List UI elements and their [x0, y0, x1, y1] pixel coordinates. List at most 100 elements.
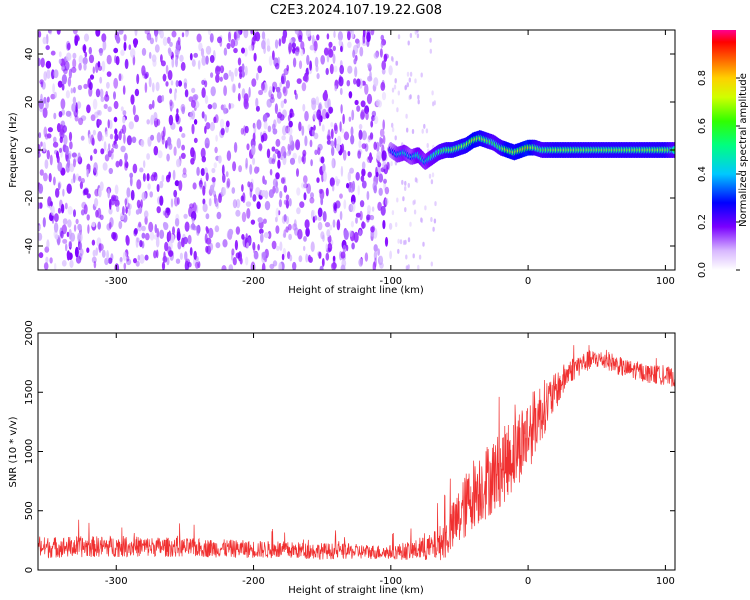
noise-speckle [373, 115, 379, 125]
noise-speckle [78, 175, 82, 182]
noise-speckle [58, 147, 63, 153]
noise-speckle [294, 30, 300, 35]
noise-speckle [361, 180, 367, 189]
noise-speckle [202, 198, 206, 205]
noise-speckle [374, 257, 377, 268]
noise-speckle [126, 236, 130, 246]
noise-speckle [313, 110, 318, 120]
noise-speckle [106, 71, 112, 77]
noise-speckle [190, 110, 196, 120]
noise-speckle [299, 201, 305, 209]
noise-speckle [318, 251, 322, 259]
noise-speckle [144, 73, 148, 80]
noise-speckle [73, 224, 77, 232]
noise-speckle [335, 143, 341, 152]
noise-speckle [201, 111, 205, 119]
noise-speckle [57, 161, 63, 172]
noise-speckle [391, 210, 395, 216]
noise-speckle [353, 78, 357, 85]
noise-speckle [181, 237, 185, 248]
noise-speckle [280, 75, 285, 85]
noise-speckle [205, 226, 209, 232]
noise-speckle [304, 73, 309, 83]
noise-speckle [433, 218, 437, 224]
noise-speckle [130, 94, 135, 105]
noise-speckle [171, 57, 175, 68]
noise-speckle [377, 201, 382, 211]
noise-speckle [69, 232, 76, 242]
noise-speckle [309, 197, 315, 204]
noise-speckle [168, 250, 174, 257]
noise-speckle [98, 187, 102, 198]
noise-speckle [343, 131, 350, 141]
noise-speckle [176, 227, 181, 238]
spectrogram-y-label: Frequency (Hz) [8, 112, 19, 188]
noise-speckle [114, 143, 119, 149]
noise-speckle [53, 222, 59, 233]
noise-speckle [38, 143, 41, 154]
noise-speckle [334, 124, 338, 135]
noise-speckle [75, 255, 82, 264]
noise-speckle [333, 65, 338, 73]
noise-speckle [309, 139, 313, 148]
noise-speckle [178, 180, 183, 192]
noise-speckle [215, 74, 220, 83]
noise-speckle [288, 120, 293, 128]
noise-speckle [150, 134, 155, 141]
noise-speckle [209, 55, 215, 63]
noise-speckle [101, 33, 107, 43]
noise-speckle [120, 49, 125, 56]
noise-speckle [113, 100, 119, 110]
noise-speckle [270, 93, 274, 100]
noise-speckle [86, 214, 90, 221]
noise-speckle [64, 202, 68, 210]
noise-speckle [211, 176, 216, 183]
noise-speckle [267, 125, 272, 133]
noise-speckle [406, 265, 409, 270]
noise-speckle [373, 52, 379, 59]
noise-speckle [269, 86, 273, 93]
noise-speckle [268, 55, 273, 66]
noise-speckle [241, 184, 244, 192]
noise-speckle [38, 30, 42, 38]
noise-speckle [261, 39, 266, 50]
noise-speckle [66, 250, 70, 261]
noise-speckle [95, 209, 99, 218]
noise-speckle [373, 250, 378, 261]
noise-speckle [283, 68, 289, 76]
noise-speckle [120, 128, 124, 134]
noise-speckle [115, 160, 120, 168]
noise-speckle [79, 181, 83, 190]
noise-speckle [113, 47, 119, 54]
noise-speckle [404, 84, 408, 90]
noise-speckle [269, 263, 275, 270]
noise-speckle [195, 261, 199, 269]
noise-speckle [45, 60, 52, 69]
noise-speckle [234, 67, 238, 77]
noise-speckle [368, 135, 374, 141]
noise-speckle [301, 156, 305, 163]
noise-speckle [94, 197, 99, 207]
noise-speckle [383, 53, 388, 63]
noise-speckle [355, 38, 360, 44]
noise-speckle [172, 226, 175, 235]
noise-speckle [275, 207, 279, 219]
noise-speckle [107, 106, 112, 113]
noise-speckle [304, 135, 308, 147]
noise-speckle [175, 258, 181, 264]
noise-speckle [391, 127, 395, 133]
y-tick-label: -20 [24, 190, 35, 206]
noise-speckle [301, 182, 307, 189]
noise-speckle [320, 231, 325, 240]
noise-speckle [274, 148, 279, 155]
noise-speckle [305, 227, 310, 237]
noise-speckle [268, 189, 274, 199]
noise-speckle [114, 199, 120, 207]
noise-speckle [210, 72, 214, 78]
noise-speckle [339, 210, 343, 221]
noise-speckle [98, 65, 103, 71]
noise-speckle [204, 95, 209, 105]
noise-speckle [123, 133, 126, 144]
noise-speckle [154, 44, 160, 53]
noise-speckle [348, 116, 352, 122]
